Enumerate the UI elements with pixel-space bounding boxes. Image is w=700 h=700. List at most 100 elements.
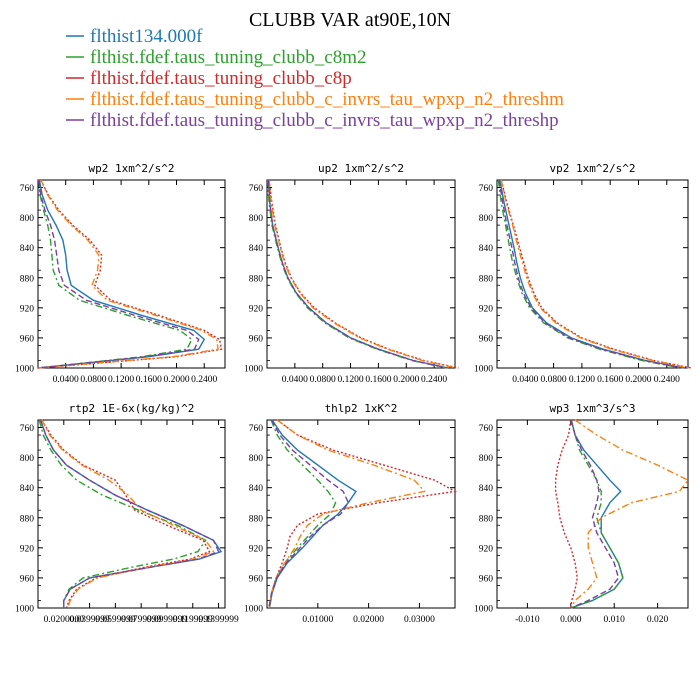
plot-frame xyxy=(37,419,226,609)
x-tick-label: 0.0599999 xyxy=(95,615,136,625)
series-line-3 xyxy=(37,179,223,369)
series-line-2 xyxy=(268,419,337,609)
y-tick-label: 880 xyxy=(20,514,35,524)
series-line-2 xyxy=(267,179,447,369)
figure-title: CLUBB VAR at90E,10N xyxy=(249,9,451,31)
panels: wp2 1xm^2/s^2 760 800 840 880 920 960 1000 0.040… xyxy=(15,162,692,625)
x-tick-label: 0.2000 xyxy=(163,375,189,385)
plot-frame xyxy=(37,179,226,369)
y-tick-label: 760 xyxy=(20,184,35,194)
x-tick-label: 0.1399999 xyxy=(198,615,239,625)
series-line-2 xyxy=(570,419,624,609)
y-tick-label: 880 xyxy=(479,274,494,284)
y-tick-label: 1000 xyxy=(474,365,493,375)
series-line-1 xyxy=(268,419,357,609)
series-line-5 xyxy=(39,419,220,608)
x-tick-label: 0.2400 xyxy=(421,375,447,385)
y-tick-label: 800 xyxy=(20,454,35,464)
x-tick-label: 0.2000 xyxy=(393,375,419,385)
series-line-5 xyxy=(268,419,350,609)
y-tick-label: 840 xyxy=(20,244,35,254)
legend-label: flthist.fdef.taus_tuning_clubb_c_invrs_t… xyxy=(90,89,564,110)
y-tick-label: 960 xyxy=(20,574,35,584)
x-tick-label: 0.02000 xyxy=(353,615,384,625)
y-tick-label: 800 xyxy=(479,454,494,464)
y-tick-label: 760 xyxy=(249,184,264,194)
y-tick-label: 760 xyxy=(479,184,494,194)
plot-frame xyxy=(496,419,689,609)
panel-6: wp3 1xm^3/s^3 760 800 840 880 920 960 1000 -0.01… xyxy=(474,402,690,625)
x-tick-label: 0.0800 xyxy=(310,375,336,385)
x-tick-label: 0.1200 xyxy=(108,375,134,385)
x-tick-label: 0.010 xyxy=(604,615,626,625)
x-tick-label: 0.2400 xyxy=(191,375,217,385)
series-line-1 xyxy=(570,419,624,609)
x-tick-label: 0.1200 xyxy=(569,375,595,385)
plot-frame xyxy=(496,179,689,369)
y-tick-label: 960 xyxy=(479,334,494,344)
legend-label: flthist.fdef.taus_tuning_clubb_c_invrs_t… xyxy=(90,110,559,131)
x-tick-label: 0.020 xyxy=(647,615,669,625)
y-tick-label: 960 xyxy=(479,574,494,584)
series-line-5 xyxy=(267,179,449,369)
panel-4: rtp2 1E-6x(kg/kg)^2 760 800 840 880 920 960 100… xyxy=(15,402,239,625)
y-tick-label: 760 xyxy=(479,424,494,434)
y-tick-label: 920 xyxy=(479,544,494,554)
series-line-4 xyxy=(268,179,457,369)
series-line-4 xyxy=(500,179,690,369)
y-tick-label: 960 xyxy=(249,334,264,344)
x-tick-label: 0.2400 xyxy=(654,375,680,385)
x-tick-label: 0.0799999 xyxy=(121,615,162,625)
y-tick-label: 760 xyxy=(20,424,35,434)
series-line-5 xyxy=(37,179,200,369)
x-tick-label: 0.0400 xyxy=(282,375,308,385)
y-tick-label: 880 xyxy=(479,514,494,524)
panel-title: thlp2 1xK^2 xyxy=(325,402,398,415)
series-line-4 xyxy=(41,419,215,609)
panel-title: rtp2 1E-6x(kg/kg)^2 xyxy=(69,402,195,415)
x-tick-label: -0.010 xyxy=(515,615,540,625)
y-tick-label: 920 xyxy=(249,544,264,554)
y-tick-label: 1000 xyxy=(15,365,34,375)
series-line-5 xyxy=(570,419,620,609)
x-tick-label: 0.2000 xyxy=(625,375,651,385)
y-tick-label: 880 xyxy=(20,274,35,284)
series-line-4 xyxy=(37,179,219,369)
panel-title: wp2 1xm^2/s^2 xyxy=(88,162,174,175)
panel-title: wp3 1xm^3/s^3 xyxy=(549,402,635,415)
x-tick-label: 0.1600 xyxy=(136,375,162,385)
y-tick-label: 800 xyxy=(249,454,264,464)
y-tick-label: 840 xyxy=(20,484,35,494)
x-tick-label: 0.0399999 xyxy=(69,615,110,625)
series-line-3 xyxy=(268,419,458,609)
plot-frame xyxy=(266,419,456,609)
x-tick-label: 0.1600 xyxy=(597,375,623,385)
panel-3: vp2 1xm^2/s^2 760 800 840 880 920 960 1000 0.040… xyxy=(474,162,692,385)
series-line-3 xyxy=(554,419,579,609)
x-tick-label: 0.03000 xyxy=(404,615,435,625)
series-line-1 xyxy=(37,179,206,369)
series-line-1 xyxy=(267,179,449,369)
y-tick-label: 800 xyxy=(20,214,35,224)
x-tick-label: 0.000 xyxy=(560,615,582,625)
y-tick-label: 840 xyxy=(249,244,264,254)
series-line-5 xyxy=(498,179,683,369)
legend-label: flthist.fdef.taus_tuning_clubb_c8p xyxy=(90,68,352,89)
panel-5: thlp2 1xK^2 760 800 840 880 920 960 1000 0.01000… xyxy=(244,402,458,625)
x-tick-label: 0.0200000 xyxy=(44,615,85,625)
legend: flthist134.000fflthist.fdef.taus_tuning_… xyxy=(66,26,564,131)
panel-title: up2 1xm^2/s^2 xyxy=(318,162,404,175)
y-tick-label: 880 xyxy=(249,274,264,284)
x-tick-label: 0.0800 xyxy=(541,375,567,385)
y-tick-label: 920 xyxy=(249,304,264,314)
y-tick-label: 840 xyxy=(479,484,494,494)
x-tick-label: 0.0400 xyxy=(53,375,79,385)
series-line-3 xyxy=(500,179,692,369)
y-tick-label: 800 xyxy=(479,214,494,224)
y-tick-label: 880 xyxy=(249,514,264,524)
x-tick-label: 0.1600 xyxy=(365,375,391,385)
legend-label: flthist.fdef.taus_tuning_clubb_c8m2 xyxy=(90,47,367,68)
y-tick-label: 1000 xyxy=(244,365,263,375)
x-tick-label: 0.1199999 xyxy=(173,615,213,625)
